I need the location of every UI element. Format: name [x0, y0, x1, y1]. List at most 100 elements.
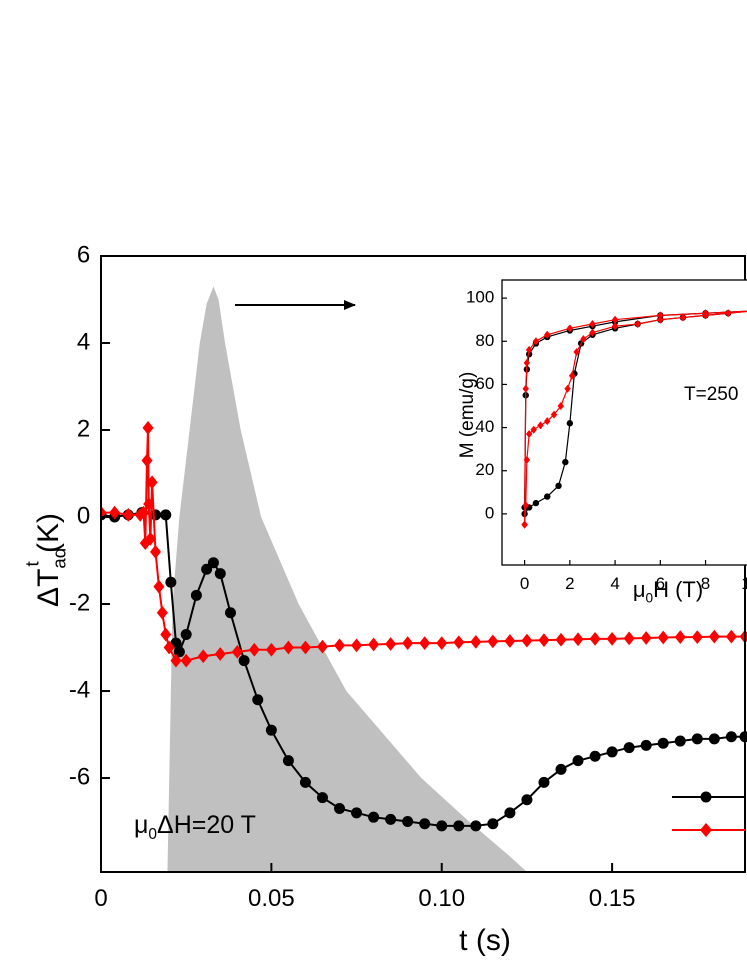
circle-marker	[674, 735, 686, 747]
diamond-marker	[146, 475, 158, 490]
diamond-marker	[521, 633, 533, 648]
circle-marker	[657, 737, 669, 749]
y-tick-label: -4	[69, 676, 90, 703]
x-axis-label: t (s)	[459, 924, 511, 957]
y-axis-label-part: t	[21, 561, 42, 567]
y-axis-label-part: ΔT	[32, 569, 65, 607]
diamond-marker	[143, 497, 155, 511]
circle-marker	[385, 813, 397, 825]
x-axis-label-part: H (T)	[653, 577, 703, 602]
circle-marker	[224, 607, 236, 619]
diamond-marker	[351, 638, 363, 653]
circle-marker	[165, 576, 177, 588]
diamond-marker	[109, 505, 121, 520]
diamond-marker	[530, 425, 537, 434]
diamond-marker	[573, 348, 580, 357]
circle-marker	[708, 733, 720, 745]
diamond-marker	[724, 309, 732, 318]
diamond-marker	[141, 453, 153, 468]
diamond-marker	[725, 629, 737, 644]
y-axis-label-part: (K)	[32, 513, 65, 561]
diamond-marker	[163, 640, 175, 655]
circle-marker	[282, 755, 294, 767]
x-tick-label: 4	[610, 574, 619, 593]
annotation: T=250	[684, 384, 738, 405]
circle-marker	[453, 820, 465, 832]
diamond-marker	[525, 430, 533, 439]
circle-marker	[589, 750, 601, 762]
diamond-marker	[453, 635, 465, 650]
inset-plot: 0246810020406080100μ0H (T)M (emu/g)T=250	[457, 279, 747, 605]
y-tick-label: 40	[475, 417, 494, 436]
y-axis-label-part: ad	[48, 548, 69, 569]
diamond-marker	[282, 640, 294, 655]
diamond-marker	[231, 645, 243, 659]
x-tick-label: 0.10	[418, 885, 465, 912]
diamond-marker	[564, 384, 571, 393]
circle-marker	[252, 694, 264, 706]
diamond-marker	[436, 636, 448, 651]
circle-marker	[190, 589, 202, 601]
diamond-marker	[568, 371, 576, 380]
diamond-marker	[589, 320, 596, 329]
x-tick-label: 2	[565, 574, 574, 593]
circle-marker	[419, 818, 431, 830]
diamond-marker	[572, 632, 584, 647]
diamond-marker	[589, 631, 601, 646]
circle-marker	[555, 763, 567, 775]
annotation-part: 0	[148, 826, 157, 843]
diamond-marker	[248, 642, 260, 657]
annotation: μ0ΔH=20 T	[134, 811, 256, 843]
diamond-marker	[197, 649, 209, 664]
diamond-marker	[299, 640, 311, 655]
diamond-marker	[674, 630, 686, 644]
diamond-marker	[385, 637, 397, 651]
diamond-marker	[368, 637, 380, 652]
diamond-marker	[589, 328, 596, 337]
y-tick-label: 60	[475, 374, 494, 393]
x-axis-label-part: 0	[646, 590, 654, 605]
circle-marker	[521, 794, 533, 806]
circle-marker	[555, 482, 562, 490]
circle-marker	[538, 776, 550, 788]
circle-marker	[238, 655, 250, 667]
circle-marker	[207, 557, 219, 569]
circle-marker	[316, 792, 328, 804]
diamond-marker	[316, 639, 328, 654]
circle-marker	[487, 818, 499, 830]
diamond-marker	[606, 631, 618, 646]
diamond-marker	[657, 630, 669, 645]
diamond-marker	[122, 507, 134, 522]
diamond-marker	[180, 653, 192, 668]
diamond-marker	[504, 634, 516, 648]
diamond-marker	[334, 638, 346, 653]
diamond-marker	[555, 632, 567, 647]
diamond-marker	[156, 605, 168, 620]
diamond-marker	[538, 633, 550, 648]
diamond-marker	[640, 631, 652, 645]
y-tick-label: 4	[77, 328, 90, 355]
circle-marker	[640, 739, 652, 751]
circle-marker	[351, 807, 363, 819]
circle-marker	[562, 458, 569, 466]
circle-marker	[265, 724, 277, 736]
plot-background	[502, 280, 747, 565]
diamond-marker	[611, 322, 619, 331]
diamond-marker	[523, 358, 531, 367]
circle-marker	[691, 733, 703, 745]
diamond-marker	[702, 309, 709, 318]
diamond-marker	[525, 345, 533, 354]
circle-marker	[436, 820, 448, 832]
legend-marker	[700, 823, 712, 837]
diamond-marker	[170, 653, 182, 668]
x-tick-label: 6	[656, 574, 665, 593]
circle-marker	[544, 493, 551, 500]
circle-marker	[402, 816, 414, 828]
diamond-marker	[142, 420, 154, 435]
diamond-marker	[153, 579, 165, 594]
y-tick-label: 2	[77, 415, 90, 442]
diamond-marker	[144, 531, 156, 546]
diamond-marker	[566, 324, 574, 333]
